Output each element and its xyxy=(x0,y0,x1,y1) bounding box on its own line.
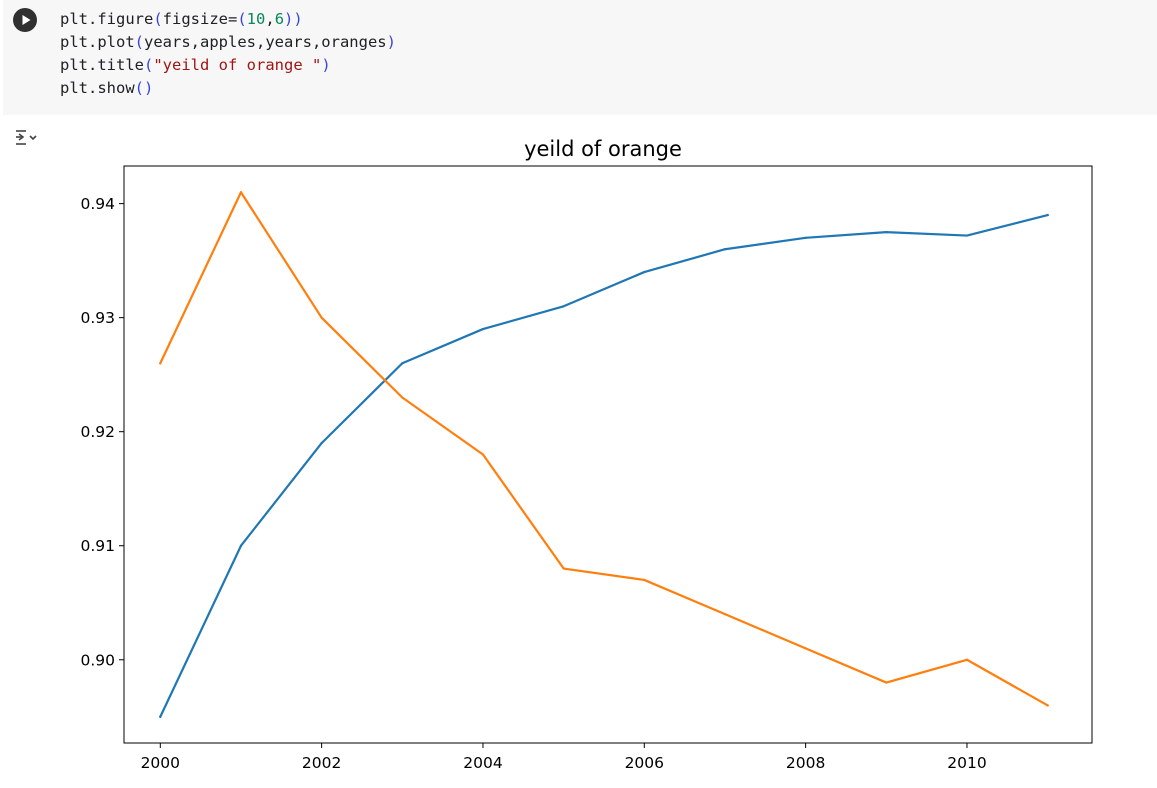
output-toggle-icon xyxy=(16,130,37,145)
series-2-point xyxy=(804,647,807,650)
code-token: () xyxy=(134,79,154,97)
series-1-point xyxy=(159,715,162,718)
code-token: plt.plot xyxy=(60,33,135,51)
x-tick-label: 2004 xyxy=(463,754,502,772)
x-tick-label: 2002 xyxy=(302,754,341,772)
series-2-point xyxy=(239,191,243,194)
code-token: "yeild of orange " xyxy=(153,56,322,74)
series-1-point xyxy=(401,362,404,365)
y-tick-label: 0.93 xyxy=(80,309,115,327)
plot-area xyxy=(123,165,1093,744)
series-1-point xyxy=(320,442,323,445)
code-token: plt.show xyxy=(60,79,135,97)
x-tick-label: 2010 xyxy=(947,754,986,772)
series-2-point xyxy=(562,567,565,570)
code-line: plt.title("yeild of orange ") xyxy=(60,54,396,77)
series-line-2 xyxy=(158,191,1050,707)
code-token: ( xyxy=(237,10,247,28)
run-cell-button[interactable] xyxy=(13,8,37,32)
code-token: plt.title xyxy=(60,56,144,74)
series-1-point xyxy=(885,231,888,234)
x-tick-label: 2006 xyxy=(625,754,664,772)
series-2-point xyxy=(885,681,888,684)
output-toggle-button[interactable] xyxy=(13,127,39,151)
axis-layer: 2000 2002 2004 2006 2008 2010 0.90 0.91 0.92 0.93… xyxy=(80,195,986,772)
code-editor[interactable]: plt.figure(figsize=(10,6)) plt.plot(years… xyxy=(60,8,396,100)
code-token: ) xyxy=(321,56,331,74)
code-token: plt.figure xyxy=(60,10,154,28)
code-token: , xyxy=(265,10,275,28)
series-2-point xyxy=(401,396,404,399)
code-token: 10 xyxy=(246,10,266,28)
code-line: plt.show() xyxy=(60,77,396,100)
series-2-point xyxy=(481,453,485,456)
series-1-point xyxy=(804,236,807,239)
chart-title: yeild of orange xyxy=(524,137,682,161)
code-token: ( xyxy=(144,56,154,74)
series-layer xyxy=(158,191,1050,719)
line-chart: yeild of orange 2000 2002 2004 2006 2008 2010… xyxy=(80,137,1093,772)
code-token: 6 xyxy=(274,10,285,28)
series-line-1 xyxy=(158,213,1049,719)
series-2-point xyxy=(965,658,969,661)
cell-output: yeild of orange 2000 2002 2004 2006 2008 2010… xyxy=(55,118,1155,788)
x-tick-label: 2000 xyxy=(141,754,180,772)
series-2-point xyxy=(643,578,646,582)
y-tick-label: 0.90 xyxy=(80,651,115,669)
play-icon xyxy=(22,15,31,25)
code-line: plt.plot(years,apples,years,oranges) xyxy=(60,31,396,54)
series-1-point xyxy=(643,270,646,274)
y-tick-label: 0.92 xyxy=(80,423,115,441)
code-token: ) xyxy=(386,33,396,51)
series-1-point xyxy=(481,327,485,331)
code-token: figsize= xyxy=(162,10,238,28)
series-2-point xyxy=(320,316,323,319)
series-2-point xyxy=(1046,704,1049,707)
series-2-point xyxy=(159,362,162,365)
code-line: plt.figure(figsize=(10,6)) xyxy=(60,8,396,31)
y-tick-label: 0.94 xyxy=(80,195,115,213)
series-1-point xyxy=(723,248,727,251)
code-token: years,apples,years,oranges xyxy=(144,33,387,51)
code-token: )) xyxy=(284,10,303,28)
code-cell[interactable]: plt.figure(figsize=(10,6)) plt.plot(years… xyxy=(3,0,1157,115)
code-token: ( xyxy=(134,33,144,51)
code-token: ( xyxy=(153,10,163,28)
x-tick-label: 2008 xyxy=(786,754,825,772)
series-1-point xyxy=(965,234,969,237)
series-2-point xyxy=(723,613,727,616)
series-1-point xyxy=(239,544,243,547)
y-tick-label: 0.91 xyxy=(80,537,115,555)
series-1-point xyxy=(1046,213,1049,217)
series-1-point xyxy=(562,305,565,308)
